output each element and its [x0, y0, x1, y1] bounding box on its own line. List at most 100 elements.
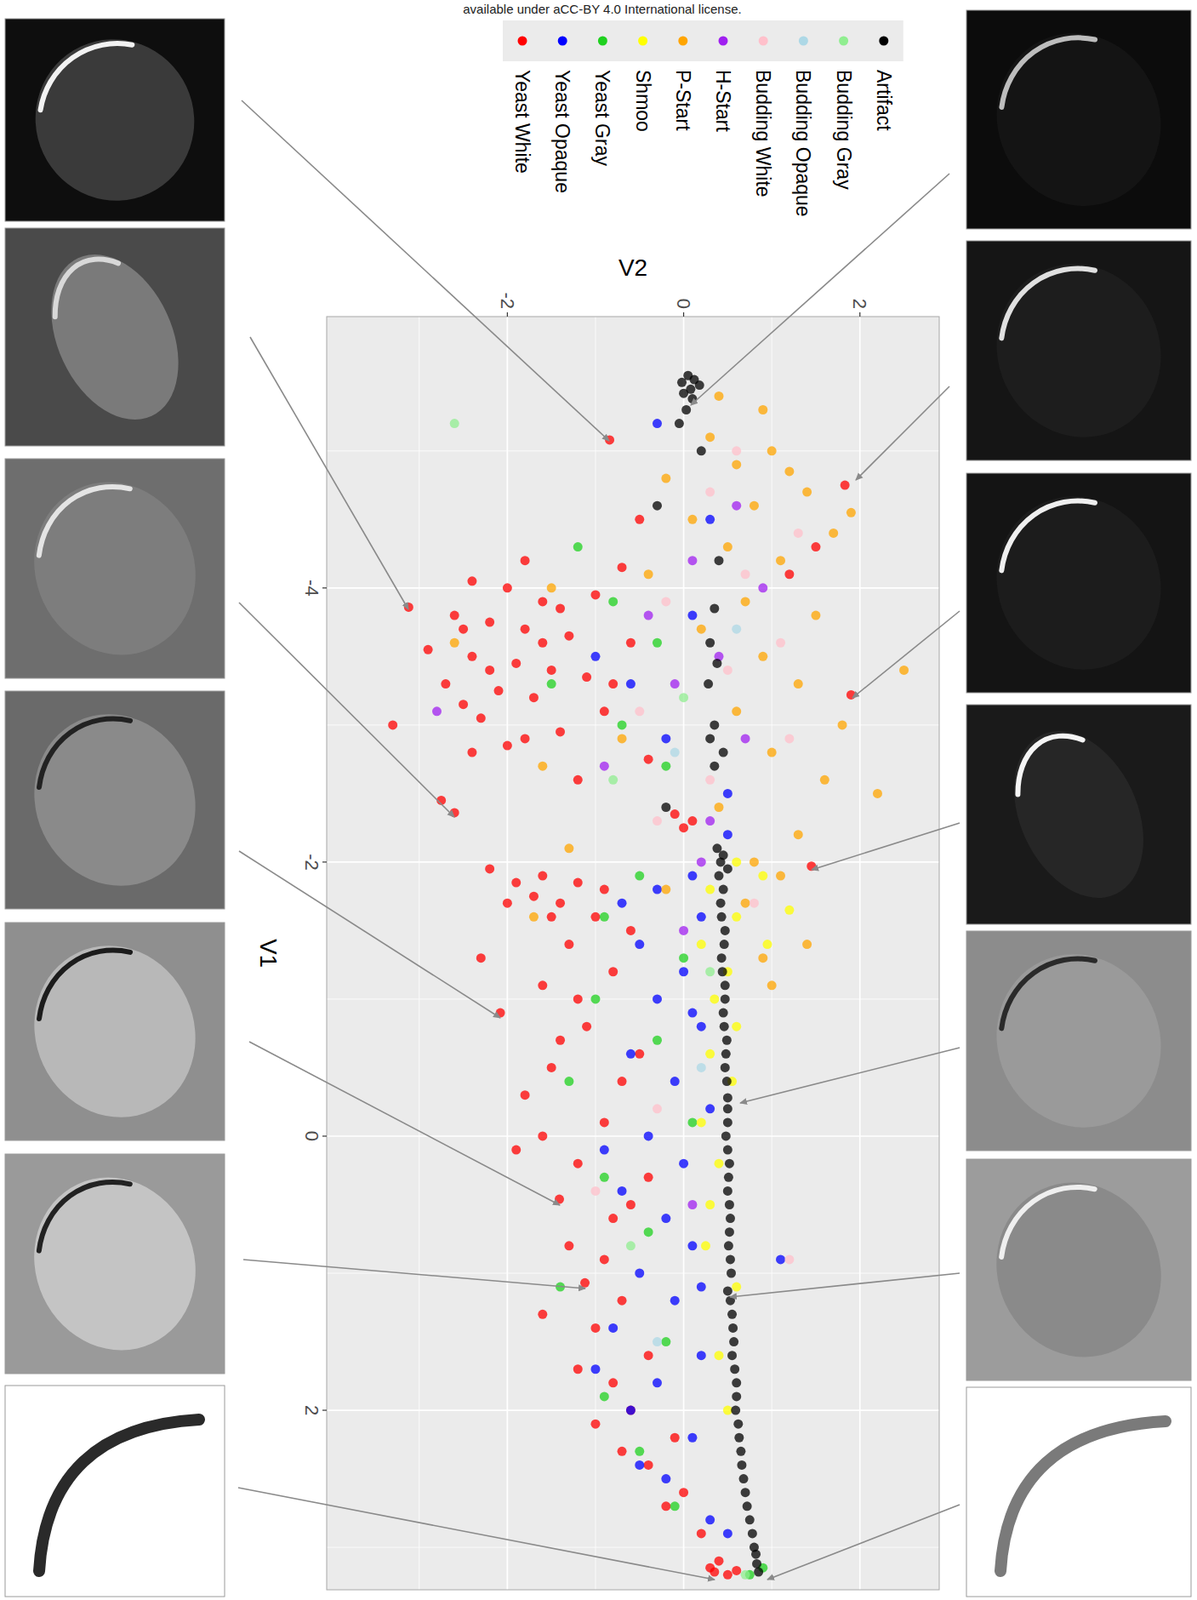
point: [723, 1527, 733, 1538]
point: [644, 1130, 654, 1140]
thumbnail: [5, 687, 225, 912]
point: [502, 582, 513, 593]
point: [723, 1117, 733, 1127]
point: [784, 569, 794, 579]
point: [733, 1419, 743, 1429]
thumbnail-edge: [39, 248, 128, 317]
point: [731, 1021, 741, 1032]
point: [590, 589, 600, 599]
point: [599, 761, 610, 771]
point: [705, 638, 715, 648]
point: [458, 624, 468, 634]
thumbnail-edge: [22, 473, 140, 555]
thumbnail: [966, 1155, 1192, 1385]
point: [644, 1459, 654, 1470]
thumbnail-edge: [22, 1168, 140, 1250]
point: [696, 1350, 707, 1360]
point: [537, 761, 548, 771]
arrow: [241, 100, 610, 441]
point: [573, 1363, 583, 1374]
point: [581, 672, 592, 682]
point: [564, 843, 574, 853]
point: [537, 1130, 548, 1140]
legend-swatch: [678, 36, 688, 46]
minor-grid-line: [326, 997, 940, 999]
point: [723, 541, 733, 552]
tick-label: 2: [301, 1404, 323, 1415]
point: [547, 582, 557, 593]
point: [784, 733, 794, 743]
point: [564, 939, 574, 949]
point: [634, 514, 645, 525]
point: [793, 528, 804, 538]
point: [661, 761, 671, 771]
series: [652, 370, 764, 1577]
point: [634, 939, 645, 949]
point: [793, 678, 804, 689]
thumbnail-arc: [1000, 1420, 1166, 1571]
point: [537, 596, 548, 606]
point: [573, 1158, 583, 1169]
point: [387, 719, 398, 730]
series: [432, 501, 768, 1209]
point: [696, 445, 707, 456]
point: [661, 1473, 671, 1483]
point: [723, 1569, 733, 1579]
point: [724, 1199, 735, 1209]
point: [705, 1514, 715, 1524]
point: [728, 1322, 738, 1333]
point: [626, 1405, 636, 1415]
grid-line: [683, 316, 685, 1590]
point: [617, 719, 627, 730]
thumbnail-frame: [966, 1386, 1192, 1596]
point: [720, 993, 730, 1004]
point: [820, 775, 830, 785]
thumbnail-frame: [5, 1385, 225, 1596]
point: [608, 596, 618, 606]
point: [705, 432, 715, 442]
point: [731, 856, 741, 867]
point: [749, 856, 759, 867]
point: [511, 877, 521, 888]
point: [677, 377, 687, 388]
point: [828, 528, 838, 538]
legend-label: Yeast Opaque: [551, 69, 574, 194]
point: [741, 898, 751, 908]
thumbnail-edge: [985, 1174, 1105, 1257]
point: [758, 404, 768, 415]
point: [696, 1117, 707, 1127]
grid-line: [326, 587, 940, 589]
point: [687, 815, 697, 826]
point: [537, 1309, 548, 1319]
legend-swatch: [718, 36, 729, 46]
point: [661, 802, 671, 812]
point: [644, 1172, 654, 1182]
point: [599, 1254, 610, 1264]
thumbnail-edge: [22, 937, 140, 1019]
axis-title: V1: [255, 938, 282, 968]
point: [687, 1199, 697, 1209]
thumbnail-arc: [39, 1419, 200, 1571]
point: [741, 733, 751, 743]
point: [730, 1405, 741, 1415]
point: [423, 644, 434, 655]
point: [687, 555, 697, 565]
tick-label: -2: [496, 291, 519, 309]
point: [723, 665, 733, 675]
point: [555, 726, 565, 736]
point: [727, 1350, 737, 1360]
point: [731, 912, 741, 922]
point: [741, 569, 751, 579]
point: [714, 802, 724, 812]
point: [484, 665, 495, 675]
point: [652, 993, 662, 1004]
point: [767, 980, 777, 990]
point: [670, 1295, 680, 1306]
point: [731, 624, 741, 634]
point: [644, 569, 654, 579]
legend-box: [502, 20, 904, 62]
point: [652, 1336, 662, 1346]
point: [775, 555, 786, 565]
point: [634, 871, 645, 881]
point: [450, 807, 460, 817]
